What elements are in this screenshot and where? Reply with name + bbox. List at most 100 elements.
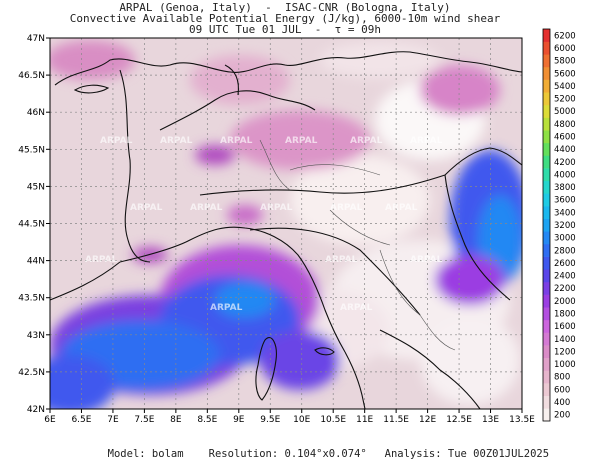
colorbar-level-label: 2200 (554, 284, 576, 294)
alps-border-north (54, 51, 522, 86)
colorbar-level-label: 1800 (554, 310, 576, 320)
colorbar-swatch (543, 395, 550, 409)
lon-tick-label: 12E (419, 415, 436, 425)
colorbar-swatch (543, 231, 550, 245)
lon-tick-label: 6.5E (71, 415, 91, 425)
colorbar-level-label: 3800 (554, 183, 576, 193)
lon-tick-label: 12.5E (446, 415, 472, 425)
lon-tick-label: 10E (293, 415, 310, 425)
po-valley-outline (199, 174, 446, 196)
lat-lon-grid (50, 38, 522, 409)
lon-tick-label: 7E (107, 415, 119, 425)
watermark-9: ARPAL (260, 203, 293, 213)
lon-tick-label: 13.5E (509, 415, 535, 425)
colorbar-swatch (543, 370, 550, 384)
colorbar-level-label: 5400 (554, 82, 576, 92)
lat-tick-label: 42N (27, 405, 45, 415)
watermark-1: ARPAL (100, 136, 133, 146)
footer-analysis: Analysis: Tue 00Z01JUL2025 (372, 436, 549, 460)
colorbar-swatch (543, 319, 550, 333)
watermark-11: ARPAL (385, 203, 418, 213)
watermark-14: ARPAL (410, 255, 443, 265)
watermark-3: ARPAL (220, 136, 253, 146)
lake-region-outline (224, 64, 239, 96)
colorbar-level-label: 600 (554, 385, 570, 395)
colorbar-swatch (543, 92, 550, 106)
watermark-12: ARPAL (85, 255, 118, 265)
french-coast (50, 261, 121, 301)
colorbar-level-label: 6200 (554, 31, 576, 41)
lat-tick-label: 43.5N (18, 294, 45, 304)
colorbar-level-label: 5200 (554, 95, 576, 105)
longitude-axis: 6E 6.5E 7E 7.5E 8E 8.5E 9E 9.5E 10E 10.5E 11E 11.5E… (44, 409, 535, 425)
lat-tick-label: 44N (27, 257, 45, 267)
colorbar-swatch (543, 269, 550, 283)
colorbar-level-label: 5800 (554, 57, 576, 67)
lat-tick-label: 46.5N (18, 71, 45, 81)
lat-tick-label: 45N (27, 182, 45, 192)
colorbar-level-label: 3200 (554, 221, 576, 231)
title-line-1: ARPAL (Genoa, Italy) - ISAC-CNR (Bologna… (119, 1, 451, 14)
watermark-15: ARPAL (210, 303, 243, 313)
colorbar-level-label: 2800 (554, 246, 576, 256)
lat-tick-label: 44.5N (18, 220, 45, 230)
watermark-6: ARPAL (410, 136, 443, 146)
colorbar-level-label: 5000 (554, 107, 576, 117)
colorbar-swatch (543, 408, 550, 422)
watermark-2: ARPAL (160, 136, 193, 146)
lat-tick-label: 45.5N (18, 145, 45, 155)
colorbar-swatch (543, 168, 550, 182)
swiss-border (159, 90, 316, 131)
colorbar-level-label: 4200 (554, 158, 576, 168)
colorbar-level-label: 2400 (554, 272, 576, 282)
colorbar-level-label: 1600 (554, 322, 576, 332)
colorbar-level-label: 1400 (554, 335, 576, 345)
lon-tick-label: 8E (170, 415, 182, 425)
footer-resolution: Resolution: 0.104°x0.074° (196, 436, 367, 460)
regional-borders (259, 139, 456, 351)
colorbar-swatch (543, 41, 550, 55)
lat-tick-label: 46N (27, 108, 45, 118)
colorbar-swatch (543, 256, 550, 270)
franco-italian-border (119, 69, 151, 263)
colorbar-level-label: 6000 (554, 44, 576, 54)
colorbar-swatch (543, 193, 550, 207)
ligurian-coastline (119, 226, 346, 353)
map-figure: ARPAL ARPAL ARPAL ARPAL ARPAL ARPAL ARPA… (18, 28, 576, 425)
south-border (379, 329, 481, 409)
colorbar-swatch (543, 332, 550, 346)
colorbar-swatch (543, 29, 550, 42)
lon-tick-label: 11.5E (383, 415, 409, 425)
watermark-7: ARPAL (130, 203, 163, 213)
colorbar-level-label: 3600 (554, 196, 576, 206)
colorbar-swatch (543, 243, 550, 257)
lon-tick-label: 9.5E (260, 415, 280, 425)
colorbar-level-label: 4000 (554, 170, 576, 180)
colorbar-level-label: 1200 (554, 347, 576, 357)
colorbar-level-label: 5600 (554, 69, 576, 79)
lon-tick-label: 8.5E (197, 415, 217, 425)
colorbar: 200 400 600 800 1000 1200 1400 1600 1800 2000 2200… (542, 28, 576, 422)
lon-tick-label: 13E (482, 415, 499, 425)
colorbar-swatch (543, 180, 550, 194)
colorbar-swatch (543, 383, 550, 397)
lat-tick-label: 43N (27, 331, 45, 341)
colorbar-swatch (543, 130, 550, 144)
colorbar-swatch (543, 117, 550, 131)
lon-tick-label: 9E (233, 415, 245, 425)
watermarks: ARPAL ARPAL ARPAL ARPAL ARPAL ARPAL ARPA… (85, 136, 443, 313)
colorbar-level-label: 2000 (554, 297, 576, 307)
colorbar-swatch (543, 66, 550, 80)
colorbar-level-label: 800 (554, 373, 570, 383)
footer-model: Model: bolam (95, 436, 184, 460)
colorbar-swatch (543, 142, 550, 156)
watermark-16: ARPAL (340, 303, 373, 313)
colorbar-frame (542, 28, 551, 422)
colorbar-level-label: 3400 (554, 208, 576, 218)
colorbar-swatch (543, 155, 550, 169)
corsica-outline (255, 337, 277, 401)
watermark-5: ARPAL (350, 136, 383, 146)
colorbar-swatch (543, 104, 550, 118)
lon-tick-label: 10.5E (320, 415, 346, 425)
map-plot-area: ARPAL ARPAL ARPAL ARPAL ARPAL ARPAL ARPA… (50, 38, 522, 409)
